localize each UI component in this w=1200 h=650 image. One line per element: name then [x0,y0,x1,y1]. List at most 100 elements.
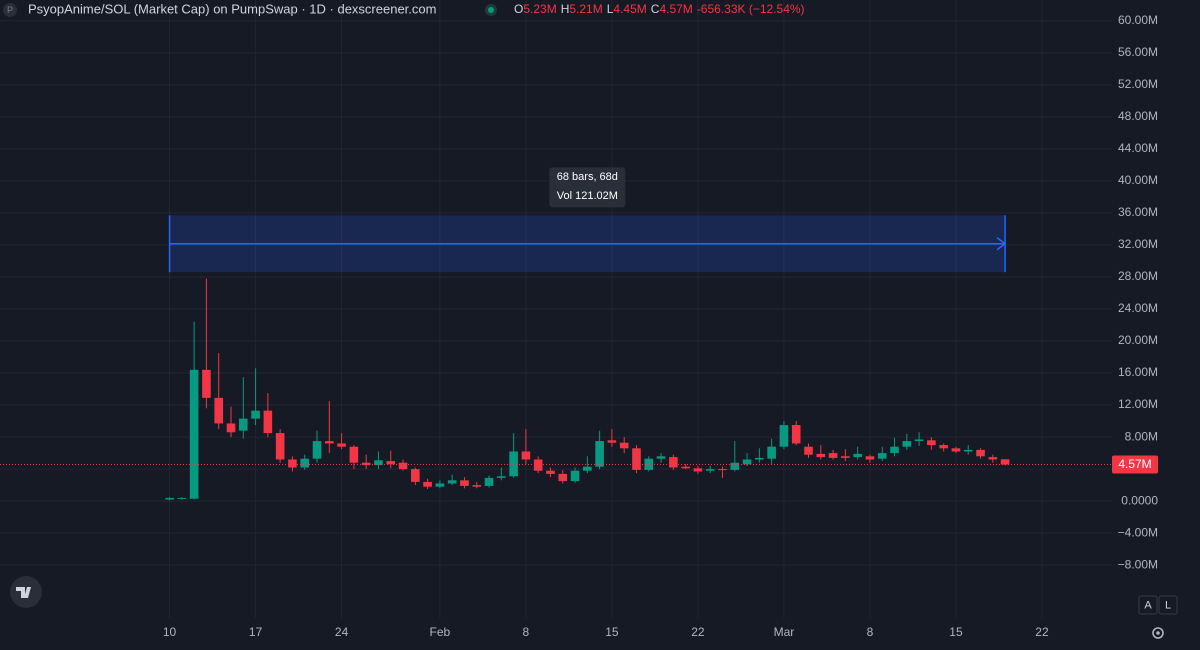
candle-body [312,441,322,459]
y-tick-label: 60.00M [1118,13,1158,27]
settings-button[interactable] [1152,627,1164,639]
ohlc-key: L [607,2,614,16]
symbol-icon-bg [3,3,17,17]
candle-body [767,446,776,459]
candle-body [853,453,862,458]
candle-body [533,459,543,471]
candle-body [742,459,752,465]
candle-body [226,423,236,433]
candle-body [398,462,408,470]
x-tick-label: 22 [1035,625,1049,639]
candle-body [632,448,641,470]
candle-body [214,397,224,424]
y-tick-label: 8.00M [1125,429,1158,443]
candle-body [472,485,482,487]
candle-body [275,433,285,460]
last-price-tag [1112,455,1158,474]
ohlc-value: 5.21M [569,2,602,16]
candle-body [497,476,506,478]
y-tick-label: −4.00M [1118,525,1158,539]
candle-body [681,466,690,469]
candle-body [374,460,383,466]
candle-body [202,369,211,398]
candle-body [411,469,420,482]
y-tick-label: 20.00M [1118,333,1158,347]
y-tick-label: 36.00M [1118,205,1158,219]
x-tick-label: 17 [249,625,263,639]
measure-label: Vol 121.02M [557,190,618,202]
candle-body [423,481,432,487]
header: P PsyopAnime/SOL (Market Cap) on PumpSwa… [3,1,805,17]
candle-body [890,446,899,454]
y-tick-label: 40.00M [1118,173,1158,187]
x-tick-label: Feb [430,625,451,639]
candle-body [324,441,334,444]
candle-body [939,445,948,449]
candle-body [288,459,297,468]
gear[interactable] [1152,627,1164,639]
candle-body [558,473,568,482]
candle-body [460,480,469,486]
candle-body [238,418,248,431]
candle-body [570,470,580,482]
candle-body [484,477,494,486]
x-tick-label: 10 [163,625,177,639]
scale-button-label[interactable]: A [1144,599,1152,611]
candle-body [877,453,887,459]
candle-body [177,497,187,499]
candle-body [705,469,715,471]
candle-body [669,457,678,468]
candle-body [755,457,764,460]
measure-arrowhead [996,237,1007,251]
y-tick-label: 44.00M [1118,141,1158,155]
candle-body [607,440,617,443]
logo-mark[interactable] [16,587,31,598]
candle-body [447,480,457,484]
candle-body [251,410,260,419]
candle-body [509,451,518,477]
candle-body [865,456,875,460]
chart-title: PsyopAnime/SOL (Market Cap) on PumpSwap … [28,1,436,16]
candle-body [435,483,445,487]
gear-hub[interactable] [1156,631,1160,635]
candle-body [828,453,838,458]
ohlc-legend: O5.23M H5.21M L4.45M C4.57M -656.33K (−12.54… [514,2,805,16]
candle-body [263,410,273,434]
ohlc-key: H [561,2,570,16]
candle-body [337,443,346,447]
scale-button[interactable] [1138,595,1158,615]
x-tick-label: 8 [523,625,530,639]
ohlc-value: 4.57M [659,2,692,16]
grid [0,0,1112,618]
x-tick-label: 15 [605,625,619,639]
candle-body [976,449,985,457]
candle-body [693,468,703,472]
axes: 60.00M 56.00M 52.00M 48.00M 44.00M 40.00M 36.0… [163,13,1158,639]
candle-body [816,453,826,458]
x-tick-label: Mar [774,625,795,639]
candle-body [730,462,740,470]
measure-label-bg [549,167,626,208]
candle-body [546,470,555,474]
x-tick-label: 22 [691,625,705,639]
tv-logo[interactable] [10,576,42,608]
candle-body [619,442,629,449]
ohlc-value: 4.45M [613,2,646,16]
candle-body [804,446,813,455]
x-tick-label: 15 [949,625,963,639]
symbol-icon: P [7,5,13,15]
y-tick-label: 28.00M [1118,269,1158,283]
candle-body [583,466,592,471]
ohlc-change: -656.33K (−12.54%) [697,2,805,16]
y-tick-label: 12.00M [1118,397,1158,411]
y-tick-label: 56.00M [1118,45,1158,59]
candle-body [791,425,801,444]
candle-body [595,441,604,467]
scale-button[interactable] [1158,595,1178,615]
scale-button-label[interactable]: L [1165,599,1171,611]
x-tick-label: 8 [867,625,874,639]
ohlc-key: O [514,2,523,16]
